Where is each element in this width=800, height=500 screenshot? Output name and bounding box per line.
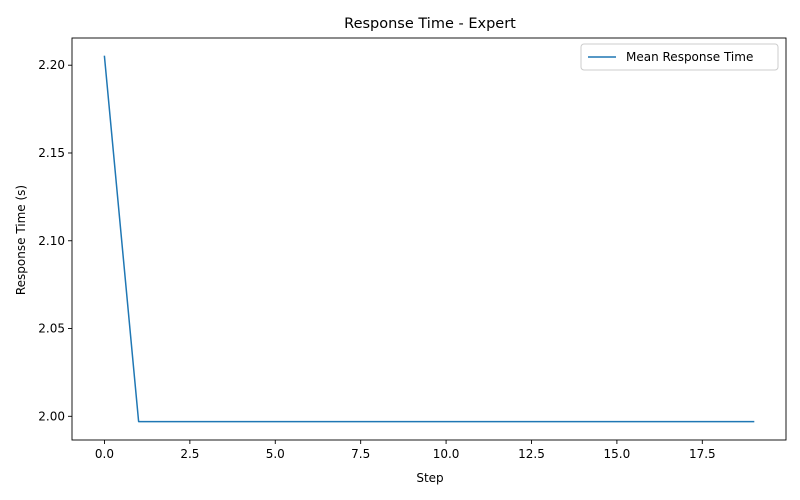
y-tick-label: 2.20 [38, 58, 65, 72]
x-tick-label: 7.5 [351, 447, 370, 461]
x-tick-label: 0.0 [95, 447, 114, 461]
y-axis-ticks: 2.00 2.05 2.10 2.15 2.20 [38, 58, 72, 423]
x-tick-label: 12.5 [518, 447, 545, 461]
y-tick-label: 2.05 [38, 322, 65, 336]
chart-title: Response Time - Expert [344, 16, 516, 32]
x-tick-label: 15.0 [604, 447, 631, 461]
y-tick-label: 2.00 [38, 409, 65, 423]
legend-label-mean-response-time: Mean Response Time [626, 50, 753, 64]
y-axis-label: Response Time (s) [14, 185, 28, 295]
series-layer [103, 55, 755, 423]
y-tick-label: 2.15 [38, 146, 65, 160]
x-tick-label: 17.5 [689, 447, 716, 461]
x-tick-label: 10.0 [433, 447, 460, 461]
plot-frame [71, 37, 787, 441]
x-axis-label: Step [416, 471, 443, 485]
x-axis-ticks: 0.0 2.5 5.0 7.5 10.0 12.5 15.0 17.5 [95, 440, 716, 461]
legend-box [580, 43, 779, 71]
x-tick-label: 2.5 [180, 447, 199, 461]
y-tick-label: 2.10 [38, 234, 65, 248]
series-line-mean-response-time [103, 55, 755, 423]
x-tick-label: 5.0 [266, 447, 285, 461]
legend: Mean Response Time [580, 43, 779, 71]
